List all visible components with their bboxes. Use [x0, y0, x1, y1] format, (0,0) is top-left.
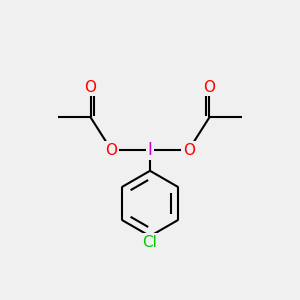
- Text: O: O: [183, 142, 195, 158]
- Text: O: O: [203, 80, 215, 95]
- Text: O: O: [105, 142, 117, 158]
- Text: Cl: Cl: [142, 235, 158, 250]
- Text: O: O: [85, 80, 97, 95]
- Text: I: I: [148, 141, 152, 159]
